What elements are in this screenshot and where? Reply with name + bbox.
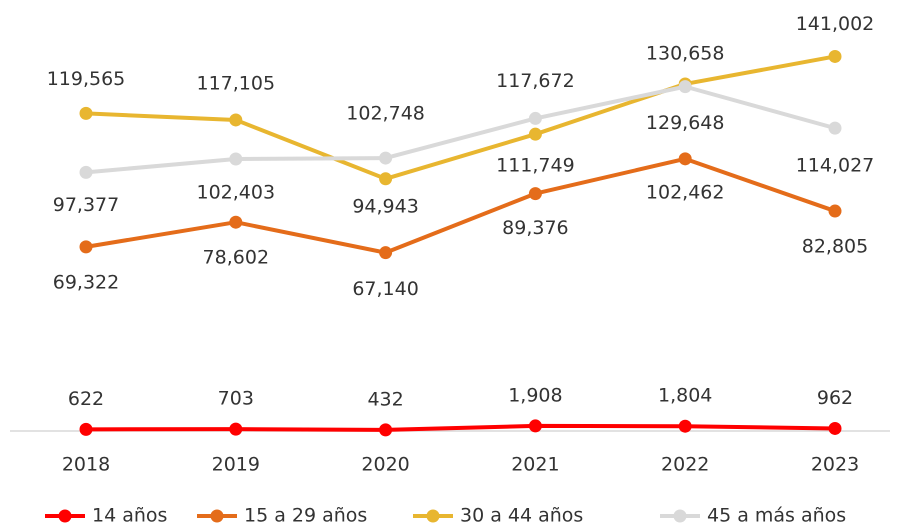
data-label: 111,749 bbox=[496, 155, 575, 177]
data-label: 703 bbox=[218, 388, 254, 410]
x-tick-label: 2019 bbox=[212, 454, 260, 476]
series-line bbox=[85, 156, 836, 255]
point-marker bbox=[229, 152, 243, 166]
data-label: 102,748 bbox=[346, 103, 425, 125]
point-marker bbox=[79, 165, 93, 179]
data-label: 67,140 bbox=[352, 278, 418, 300]
point-marker bbox=[79, 106, 93, 120]
series-line bbox=[85, 423, 836, 432]
data-label: 119,565 bbox=[47, 68, 126, 90]
point-marker bbox=[79, 422, 93, 436]
point-marker bbox=[828, 121, 842, 135]
data-label: 94,943 bbox=[352, 195, 418, 217]
legend-marker bbox=[210, 509, 224, 523]
data-label: 114,027 bbox=[796, 155, 875, 177]
data-label: 129,648 bbox=[646, 112, 725, 134]
point-marker bbox=[828, 49, 842, 63]
legend-marker bbox=[426, 509, 440, 523]
data-label: 102,403 bbox=[197, 181, 276, 203]
point-marker bbox=[678, 419, 692, 433]
legend-label: 14 años bbox=[92, 505, 167, 527]
point-marker bbox=[828, 421, 842, 435]
data-label: 962 bbox=[817, 387, 853, 409]
data-label: 102,462 bbox=[646, 181, 725, 203]
data-label: 432 bbox=[367, 388, 403, 410]
x-tick-label: 2018 bbox=[62, 454, 110, 476]
point-marker bbox=[229, 113, 243, 127]
data-label: 1,908 bbox=[508, 384, 562, 406]
data-label: 141,002 bbox=[796, 13, 875, 35]
point-marker bbox=[79, 240, 93, 254]
x-tick-label: 2023 bbox=[811, 454, 859, 476]
point-marker bbox=[678, 80, 692, 94]
point-marker bbox=[528, 419, 542, 433]
data-label: 130,658 bbox=[646, 42, 725, 64]
data-label: 82,805 bbox=[802, 236, 868, 258]
data-label: 89,376 bbox=[502, 217, 568, 239]
data-label: 117,672 bbox=[496, 70, 575, 92]
point-marker bbox=[379, 172, 393, 186]
x-tick-label: 2022 bbox=[661, 454, 709, 476]
data-label: 69,322 bbox=[53, 271, 119, 293]
point-marker bbox=[528, 111, 542, 125]
point-marker bbox=[379, 423, 393, 437]
point-marker bbox=[528, 187, 542, 201]
legend-marker bbox=[673, 509, 687, 523]
point-marker bbox=[528, 127, 542, 141]
data-label: 622 bbox=[68, 388, 104, 410]
data-label: 78,602 bbox=[203, 247, 269, 269]
point-marker bbox=[379, 151, 393, 165]
series-line bbox=[85, 84, 836, 175]
point-marker bbox=[828, 204, 842, 218]
legend-label: 30 a 44 años bbox=[460, 505, 583, 527]
point-marker bbox=[379, 246, 393, 260]
data-label: 117,105 bbox=[197, 72, 276, 94]
point-marker bbox=[229, 215, 243, 229]
x-tick-label: 2020 bbox=[361, 454, 409, 476]
point-marker bbox=[229, 422, 243, 436]
x-tick-label: 2021 bbox=[511, 454, 559, 476]
legend-label: 45 a más años bbox=[707, 505, 846, 527]
data-label: 97,377 bbox=[53, 194, 119, 216]
point-marker bbox=[678, 152, 692, 166]
legend-label: 15 a 29 años bbox=[244, 505, 367, 527]
data-label: 1,804 bbox=[658, 385, 712, 407]
legend-marker bbox=[58, 509, 72, 523]
series-line bbox=[85, 54, 836, 181]
